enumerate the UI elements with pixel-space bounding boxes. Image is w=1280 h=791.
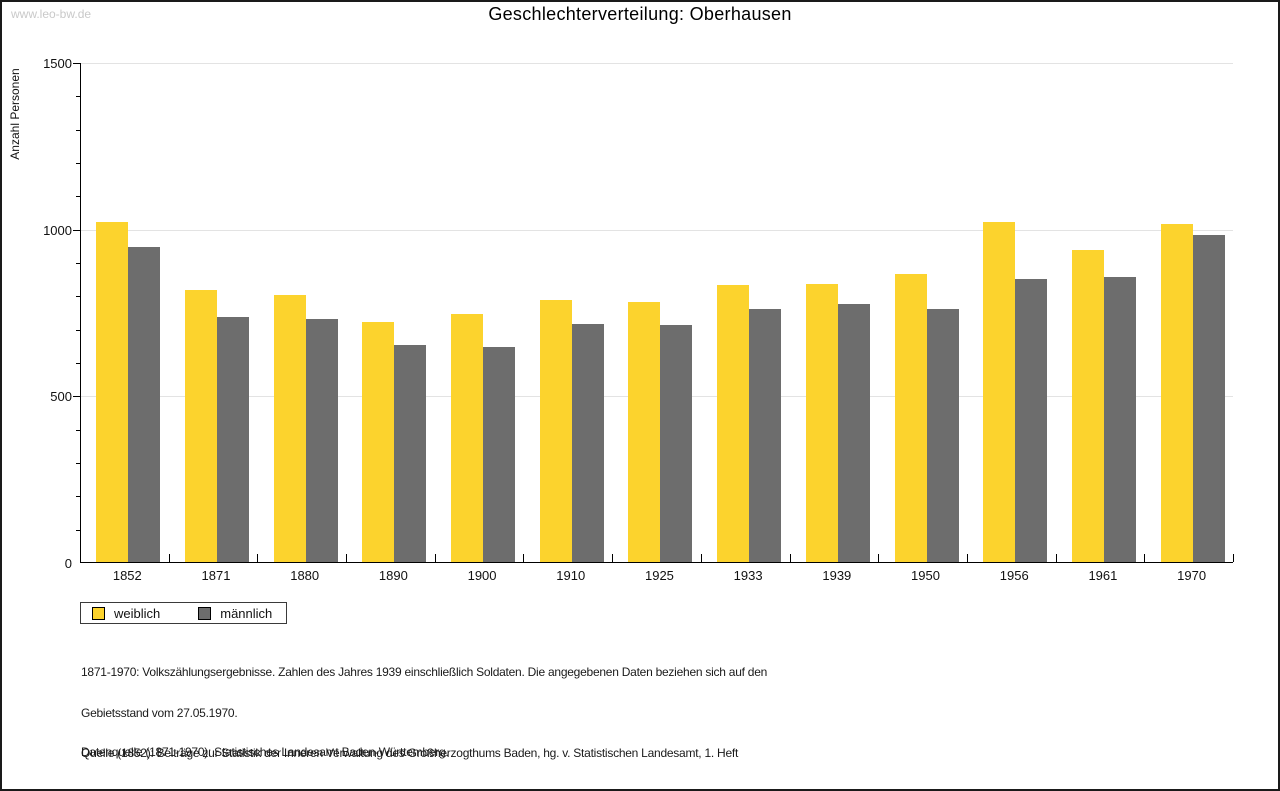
x-boundary-tick	[789, 554, 791, 562]
y-tick-label: 1500	[43, 56, 72, 71]
x-tick-label: 1880	[290, 568, 320, 583]
bar-männlich-1939	[837, 303, 870, 562]
y-minor-tick	[76, 329, 80, 331]
bar-männlich-1956	[1015, 278, 1048, 562]
x-boundary-tick	[966, 554, 968, 562]
x-boundary-tick	[434, 554, 436, 562]
bar-männlich-1933	[749, 308, 782, 562]
bar-weiblich-1900	[451, 313, 484, 562]
bar-männlich-1950	[926, 308, 959, 562]
y-major-tick	[73, 396, 80, 398]
bar-weiblich-1852	[96, 222, 129, 562]
footnote-line: Gebietsstand vom 27.05.1970.	[81, 705, 238, 720]
male-swatch-icon	[198, 606, 212, 620]
x-boundary-tick	[878, 554, 880, 562]
x-tick-label: 1852	[112, 568, 142, 583]
gridline-1000	[81, 229, 1233, 231]
bar-männlich-1880	[305, 318, 338, 562]
x-boundary-tick	[168, 554, 170, 562]
bar-weiblich-1880	[273, 295, 306, 562]
y-minor-tick	[76, 296, 80, 298]
x-tick-label: 1900	[467, 568, 497, 583]
legend-label-weiblich: weiblich	[114, 605, 161, 621]
datasource-line: Datenquelle (1871-1970): Statistisches L…	[81, 745, 449, 759]
legend-item-weiblich: weiblich	[92, 606, 160, 621]
bar-weiblich-1910	[539, 300, 572, 562]
x-tick-label: 1925	[644, 568, 674, 583]
y-minor-tick	[76, 196, 80, 198]
legend-box: weiblich männlich	[80, 602, 288, 624]
footnote-line: (Die Volkszählung im Dezember 1852), Tab…	[81, 787, 772, 789]
y-major-tick	[73, 229, 80, 231]
x-boundary-tick	[346, 554, 348, 562]
y-major-tick	[73, 63, 80, 64]
bar-weiblich-1961	[1071, 250, 1104, 562]
y-minor-tick	[76, 463, 80, 464]
x-boundary-tick	[1144, 554, 1146, 562]
x-boundary-tick	[1233, 554, 1234, 562]
page-title: Geschlechterverteilung: Oberhausen	[488, 4, 792, 24]
female-swatch-icon	[92, 606, 105, 620]
footnote-line: 1871-1970: Volkszählungsergebnisse. Zahl…	[81, 665, 768, 679]
bar-männlich-1910	[571, 323, 604, 562]
legend-label-maennlich: männlich	[220, 605, 273, 621]
gridline-1500	[81, 63, 1233, 64]
x-tick-label: 1970	[1177, 568, 1207, 583]
x-boundary-tick	[257, 554, 259, 562]
plot-area	[73, 63, 1234, 563]
y-minor-tick	[76, 163, 80, 164]
footnote-block: 1871-1970: Volkszählungsergebnisse. Zahl…	[81, 639, 772, 789]
bar-weiblich-1925	[628, 302, 661, 562]
x-boundary-tick	[1055, 554, 1057, 562]
y-minor-tick	[76, 429, 80, 431]
bar-weiblich-1970	[1160, 223, 1193, 562]
watermark: www.leo-bw.de	[11, 7, 92, 21]
y-minor-tick	[76, 363, 80, 364]
y-minor-tick	[76, 496, 80, 498]
bar-weiblich-1871	[184, 290, 217, 562]
bar-weiblich-1956	[983, 222, 1016, 562]
x-tick-label: 1871	[201, 568, 231, 583]
x-tick-label: 1956	[999, 568, 1029, 583]
bar-männlich-1900	[483, 347, 516, 562]
y-tick-label: 1000	[43, 222, 72, 238]
bar-männlich-1970	[1192, 235, 1225, 562]
bar-weiblich-1890	[362, 322, 395, 562]
bar-weiblich-1950	[894, 273, 927, 562]
legend-item-maennlich: männlich	[198, 606, 272, 621]
bar-weiblich-1939	[805, 283, 838, 562]
bar-männlich-1925	[660, 325, 693, 562]
y-minor-tick	[76, 96, 80, 98]
y-minor-tick	[76, 129, 80, 131]
bar-männlich-1961	[1103, 277, 1136, 562]
y-axis-title: Anzahl Personen	[8, 68, 22, 160]
x-boundary-tick	[612, 554, 614, 562]
x-tick-label: 1961	[1088, 568, 1118, 583]
y-tick-label: 500	[50, 389, 72, 405]
x-tick-label: 1890	[378, 568, 408, 583]
x-tick-label: 1910	[556, 568, 586, 583]
bar-männlich-1871	[216, 317, 249, 562]
footnote-line: Quelle (1852): Beiträge zur Statistik de…	[81, 746, 739, 760]
x-tick-label: 1939	[822, 568, 852, 583]
x-tick-label: 1933	[733, 568, 763, 583]
y-minor-tick	[76, 529, 80, 531]
bar-weiblich-1933	[717, 285, 750, 562]
x-boundary-tick	[700, 554, 702, 562]
x-tick-label: 1950	[911, 568, 940, 583]
bar-männlich-1852	[128, 247, 161, 562]
y-tick-label: 0	[64, 556, 72, 571]
y-minor-tick	[76, 263, 80, 264]
bar-männlich-1890	[394, 345, 427, 562]
x-boundary-tick	[523, 554, 525, 562]
